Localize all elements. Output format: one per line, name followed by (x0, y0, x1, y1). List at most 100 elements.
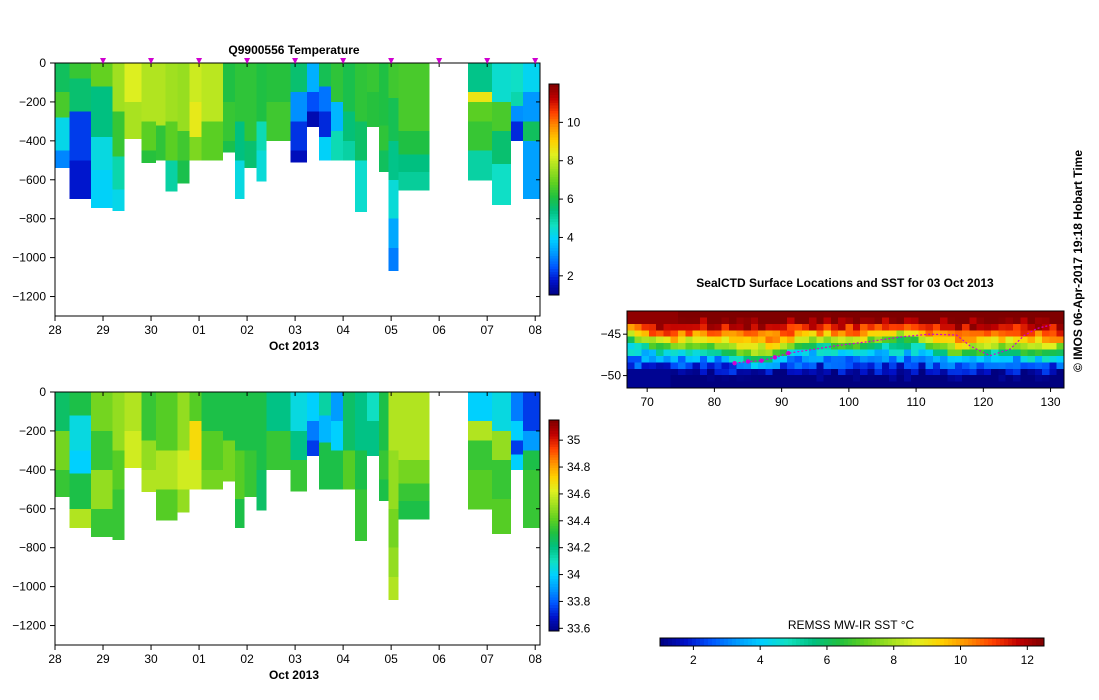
sst-map-cell (787, 317, 796, 325)
temperature-section-cell (69, 160, 92, 200)
sst-map-cell (714, 362, 723, 370)
sst-colorbar-step (728, 638, 733, 646)
temperature-section-colorbar-step (549, 200, 559, 204)
sst-map-cell (750, 343, 759, 351)
salinity-section-colorbar-step (549, 588, 559, 593)
sst-map-cell (750, 368, 759, 376)
temperature-section-ytick-label: −600 (19, 173, 46, 187)
sst-map-cell (925, 355, 934, 363)
salinity-section-colorbar-step (549, 541, 559, 545)
sst-map-cell (794, 368, 803, 376)
salinity-section-cell (244, 450, 257, 498)
temperature-section-cell (69, 111, 92, 161)
sst-map-cell (809, 323, 817, 331)
temperature-section-colorbar-step (549, 255, 559, 259)
sst-map-cell (1042, 311, 1051, 319)
salinity-section-colorbar-step (549, 480, 559, 484)
sst-map-cell (692, 362, 701, 370)
sst-colorbar-step (744, 638, 749, 646)
sst-map-cell (874, 323, 883, 331)
salinity-section-cell (112, 489, 125, 540)
sst-map-cell (772, 317, 781, 325)
salinity-section-plot: 28 29 30 01 02 03 04 05 06 07 08 0 −200 −400 −600 −800 −… (12, 385, 590, 666)
salinity-section-cell (331, 392, 344, 422)
sst-map-cell (889, 368, 898, 376)
temperature-section-cell (91, 63, 113, 87)
salinity-section-cell (69, 508, 92, 529)
sst-map-cell (925, 323, 934, 331)
sst-colorbar-step (788, 638, 793, 646)
salinity-section-cell (398, 500, 430, 520)
sst-map-cell (976, 375, 985, 383)
sst-map-cell (962, 330, 970, 338)
sst-map-cell (787, 381, 796, 389)
sst-map-cell (1005, 349, 1014, 357)
temperature-section-colorbar-frame (548, 83, 560, 296)
salinity-section-colorbar-step (549, 425, 559, 429)
temperature-section-colorbar-step (549, 189, 559, 193)
sst-map-cell (1013, 311, 1021, 319)
sst-map-cell (787, 311, 796, 319)
sst-map-cell (758, 368, 766, 376)
sst-map-cell (736, 330, 745, 338)
temperature-section-cell (177, 131, 190, 161)
temperature-xlabel: Oct 2013 (269, 339, 319, 353)
sst-map-cell (998, 381, 1007, 389)
temperature-section-xtick-label: 07 (480, 323, 494, 337)
temperature-section-cell (367, 92, 380, 128)
sst-map-cell (634, 336, 643, 344)
sst-colorbar-step (1016, 638, 1021, 646)
sst-map-cell (1049, 349, 1058, 357)
sst-map-cell (765, 311, 774, 319)
sst-map-cell (699, 355, 708, 363)
temperature-section-profile-marker (148, 58, 155, 64)
sst-map-cell (918, 330, 927, 338)
sst-map-cell (991, 336, 1000, 344)
salinity-section-colorbar-step (549, 470, 559, 474)
temperature-section-colorbar-step (549, 126, 559, 130)
sst-map-cell (794, 362, 803, 370)
salinity-section-colorbar-step (549, 601, 559, 606)
sst-map-cell (641, 336, 650, 344)
sst-map-cell (889, 330, 898, 338)
salinity-section-colorbar-step (549, 620, 559, 624)
sst-map-cell (838, 381, 847, 389)
salinity-section-cell (467, 469, 492, 510)
sst-map-cell (670, 355, 679, 363)
sst-map-cell (852, 311, 861, 319)
sst-colorbar-step (748, 638, 753, 646)
sst-map-cell (1013, 317, 1021, 325)
salinity-section-cell (91, 392, 113, 431)
sst-colorbar-step (1036, 638, 1041, 646)
sst-map-cell (947, 343, 956, 351)
sst-map-cell (845, 343, 854, 351)
sst-map-cell (830, 368, 839, 376)
temperature-section-colorbar-step (549, 207, 559, 212)
sst-map-cell (991, 330, 1000, 338)
salinity-section-cell (367, 392, 380, 422)
temperature-section-colorbar-step (549, 242, 559, 246)
sst-map-cell (627, 355, 635, 363)
sst-map-cell (925, 349, 934, 357)
sst-map-cell (962, 362, 970, 370)
sst-map-cell (1020, 343, 1029, 351)
salinity-section-colorbar-tick-label: 34.8 (567, 460, 591, 474)
temperature-section-cell (223, 101, 236, 141)
sst-map-cell (911, 336, 919, 344)
temperature-title: Q9900556 Temperature (228, 43, 360, 57)
seal-location-point (759, 358, 764, 363)
sst-map-cell (663, 375, 672, 383)
temperature-section-xtick-label: 28 (48, 323, 62, 337)
sst-map-cell (983, 362, 992, 370)
sst-map-cell (830, 375, 839, 383)
sst-map-cell (656, 349, 665, 357)
sst-map-cell (663, 362, 672, 370)
temperature-section-colorbar-tick-label: 4 (567, 230, 574, 244)
sst-map-cell (954, 368, 963, 376)
sst-colorbar-step (820, 638, 825, 646)
sst-map-cell (1042, 323, 1051, 331)
temperature-section-colorbar-step (549, 134, 559, 138)
temperature-section-cell (511, 121, 524, 141)
temperature-section-cell (467, 63, 492, 93)
sst-colorbar-step (688, 638, 693, 646)
